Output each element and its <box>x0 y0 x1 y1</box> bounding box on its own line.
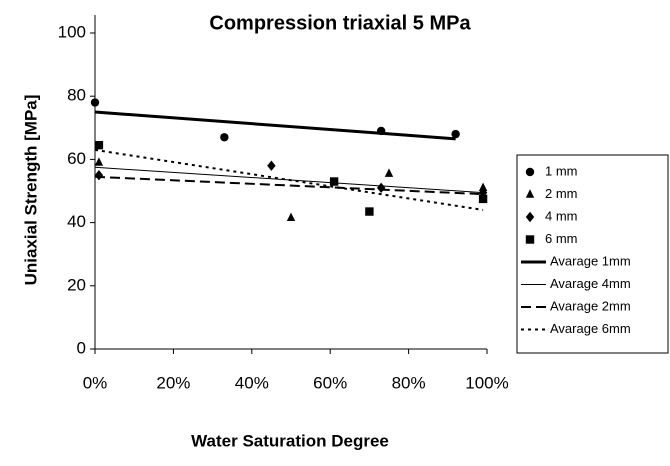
x-axis-label: Water Saturation Degree <box>191 431 389 450</box>
legend-marker <box>525 211 535 223</box>
marker <box>478 194 488 204</box>
x-tick-label: 0% <box>83 373 108 392</box>
legend-label: Avarage 4mm <box>550 276 631 291</box>
chart-title: Compression triaxial 5 MPa <box>209 12 471 34</box>
marker <box>94 170 104 181</box>
legend-label: 2 mm <box>545 186 578 201</box>
x-tick-label: 60% <box>313 373 347 392</box>
x-tick-label: 80% <box>392 373 426 392</box>
marker <box>94 157 104 166</box>
legend-label: 4 mm <box>545 208 578 223</box>
legend-label: Avarage 1mm <box>550 253 631 268</box>
x-tick-label: 40% <box>235 373 269 392</box>
trend-line <box>94 175 484 196</box>
legend-label: Avarage 2mm <box>550 298 631 313</box>
marker <box>286 212 296 222</box>
y-tick-label: 60 <box>67 149 86 168</box>
trend-line <box>94 110 456 141</box>
legend-marker <box>525 189 535 198</box>
marker <box>267 160 276 171</box>
marker <box>329 177 339 186</box>
y-tick-label: 80 <box>67 86 86 105</box>
marker <box>94 140 104 150</box>
legend-label: Avarage 6mm <box>550 321 631 336</box>
marker <box>478 182 488 192</box>
y-tick-label: 40 <box>67 212 86 231</box>
trend-line <box>94 148 484 211</box>
legend-label: 6 mm <box>545 231 578 246</box>
legend-marker <box>525 235 535 244</box>
marker <box>384 168 394 177</box>
x-tick-label: 20% <box>156 373 190 392</box>
y-tick-label: 100 <box>58 22 86 41</box>
x-tick-label: 100% <box>465 373 508 392</box>
y-tick-label: 20 <box>67 275 86 294</box>
marker <box>376 182 386 194</box>
marker <box>365 207 374 216</box>
marker <box>220 133 229 142</box>
y-axis-label: Uniaxial Strength [MPa] <box>21 95 40 286</box>
marker <box>90 98 100 107</box>
legend-marker <box>525 167 535 177</box>
y-tick-label: 0 <box>77 338 86 357</box>
marker <box>451 129 460 139</box>
legend-box <box>516 154 669 354</box>
legend-label: 1 mm <box>545 163 578 178</box>
